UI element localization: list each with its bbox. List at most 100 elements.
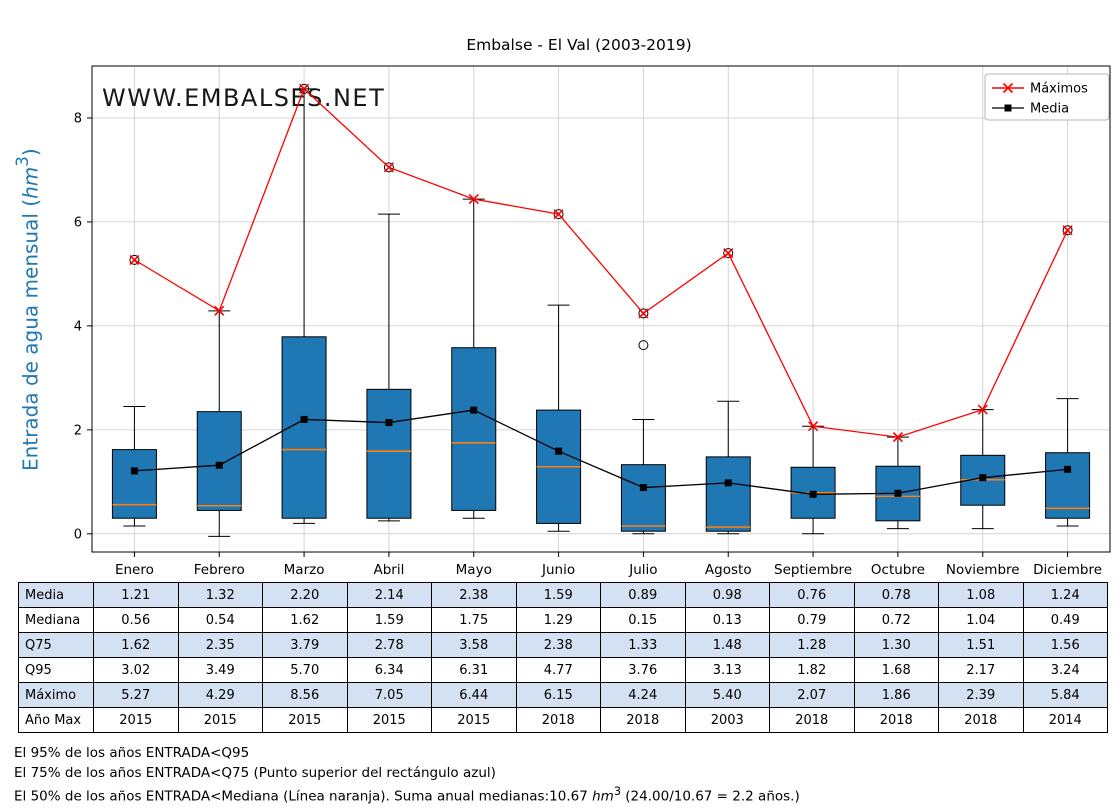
- y-axis-label: Entrada de agua mensual (hm3): [4, 60, 43, 560]
- table-cell: 2.14: [346, 582, 432, 608]
- x-tick-label: Noviembre: [946, 562, 1020, 578]
- table-cell: 3.24: [1022, 657, 1108, 683]
- x-tick-label: Mayo: [456, 562, 492, 578]
- table-cell: 5.70: [262, 657, 348, 683]
- box-diciembre: [1045, 452, 1091, 519]
- x-tick-label: Enero: [115, 562, 154, 578]
- mean-marker: [470, 406, 478, 414]
- mean-marker: [385, 419, 393, 427]
- chart-area: Entrada de agua mensual (hm3) WWW.EMBALS…: [13, 60, 1114, 580]
- x-tick-label: Julio: [628, 562, 657, 578]
- x-tick-label: Diciembre: [1033, 562, 1102, 578]
- table-cell: 0.56: [93, 607, 179, 633]
- table-cell: 2018: [853, 707, 939, 733]
- x-tick-label: Abril: [373, 562, 404, 578]
- table-cell: 5.40: [684, 682, 770, 708]
- table-cell: 1.32: [177, 582, 263, 608]
- x-tick-label: Junio: [541, 562, 575, 578]
- box-julio: [620, 464, 666, 532]
- table-cell: 2.39: [938, 682, 1024, 708]
- table-cell: 4.24: [600, 682, 686, 708]
- mean-marker: [300, 415, 308, 423]
- table-cell: 2018: [769, 707, 855, 733]
- mean-marker: [130, 467, 138, 475]
- table-cell: 6.44: [431, 682, 517, 708]
- footnotes: El 95% de los años ENTRADA<Q95 El 75% de…: [14, 743, 1120, 806]
- table-cell: 1.30: [853, 632, 939, 658]
- stats-table-body: Media 1.21 1.32 2.20 2.14 2.38 1.59 0.89 0.98 0.7…: [18, 582, 1108, 733]
- table-cell: 1.33: [600, 632, 686, 658]
- row-label: Media: [18, 582, 94, 608]
- table-cell: 2.20: [262, 582, 348, 608]
- table-row: Mediana 0.56 0.54 1.62 1.59 1.75 1.29 0.15 0.13 0…: [18, 607, 1108, 633]
- x-tick-label: Septiembre: [774, 562, 852, 578]
- mean-marker: [1064, 465, 1072, 473]
- table-cell: 0.15: [600, 607, 686, 633]
- footnote-median-unit: hm: [592, 788, 614, 804]
- axes: 0 2 4 6 8 Enero Febrero Marzo Abril Mayo Junio Juli…: [74, 65, 1111, 578]
- mean-marker: [215, 461, 223, 469]
- legend-label-media: Media: [1030, 102, 1069, 117]
- mean-marker: [979, 474, 987, 482]
- table-cell: 2015: [177, 707, 263, 733]
- table-cell: 1.82: [769, 657, 855, 683]
- table-cell: 1.86: [853, 682, 939, 708]
- box-abril: [366, 388, 412, 519]
- table-cell: 0.78: [853, 582, 939, 608]
- table-cell: 2015: [93, 707, 179, 733]
- row-label: Q95: [18, 657, 94, 683]
- media-series: [130, 406, 1072, 498]
- table-cell: 2015: [431, 707, 517, 733]
- table-cell: 8.56: [262, 682, 348, 708]
- table-cell: 0.79: [769, 607, 855, 633]
- box-agosto: [705, 456, 751, 532]
- table-row: Q75 1.62 2.35 3.79 2.78 3.58 2.38 1.33 1.48 1.28 1…: [18, 632, 1108, 658]
- table-cell: 1.68: [853, 657, 939, 683]
- table-cell: 4.29: [177, 682, 263, 708]
- row-label: Mediana: [18, 607, 94, 633]
- table-cell: 0.13: [684, 607, 770, 633]
- table-cell: 1.28: [769, 632, 855, 658]
- table-cell: 3.79: [262, 632, 348, 658]
- footnote-q95: El 95% de los años ENTRADA<Q95: [14, 745, 250, 761]
- mean-marker: [639, 484, 647, 492]
- stats-table: Media 1.21 1.32 2.20 2.14 2.38 1.59 0.89 0.98 0.7…: [18, 582, 1108, 733]
- table-cell: 2018: [938, 707, 1024, 733]
- table-cell: 2015: [346, 707, 432, 733]
- table-cell: 1.62: [262, 607, 348, 633]
- table-cell: 3.76: [600, 657, 686, 683]
- watermark-text: WWW.EMBALSES.NET: [102, 84, 385, 112]
- table-cell: 1.59: [346, 607, 432, 633]
- table-cell: 1.59: [515, 582, 601, 608]
- y-tick-label: 8: [74, 111, 82, 126]
- outlier-point: [299, 83, 310, 94]
- mean-marker: [809, 490, 817, 498]
- outlier-point: [723, 248, 734, 259]
- table-cell: 2.78: [346, 632, 432, 658]
- y-tick-label: 4: [74, 319, 82, 334]
- table-cell: 0.76: [769, 582, 855, 608]
- table-cell: 1.24: [1022, 582, 1108, 608]
- mean-marker: [555, 447, 563, 455]
- y-axis-unit-exponent: 3: [13, 156, 32, 168]
- outlier-point: [638, 308, 649, 319]
- legend: Máximos Media: [984, 73, 1110, 121]
- table-cell: 1.62: [93, 632, 179, 658]
- box-mayo: [451, 347, 497, 511]
- x-tick-label: Marzo: [284, 562, 325, 578]
- gridlines: [92, 66, 1110, 552]
- footnote-median-suffix: (24.00/10.67 = 2.2 años.): [620, 788, 800, 804]
- table-cell: 0.49: [1022, 607, 1108, 633]
- footnote-median-exponent: 3: [613, 784, 621, 798]
- maximos-series: [129, 83, 1073, 443]
- mean-marker: [894, 489, 902, 497]
- table-cell: 1.29: [515, 607, 601, 633]
- table-cell: 3.13: [684, 657, 770, 683]
- table-row: Media 1.21 1.32 2.20 2.14 2.38 1.59 0.89 0.98 0.7…: [18, 582, 1108, 608]
- box-enero: [111, 449, 157, 519]
- table-row: Máximo 5.27 4.29 8.56 7.05 6.44 6.15 4.24 5.40 2.…: [18, 682, 1108, 708]
- table-cell: 3.58: [431, 632, 517, 658]
- table-cell: 1.08: [938, 582, 1024, 608]
- table-cell: 3.02: [93, 657, 179, 683]
